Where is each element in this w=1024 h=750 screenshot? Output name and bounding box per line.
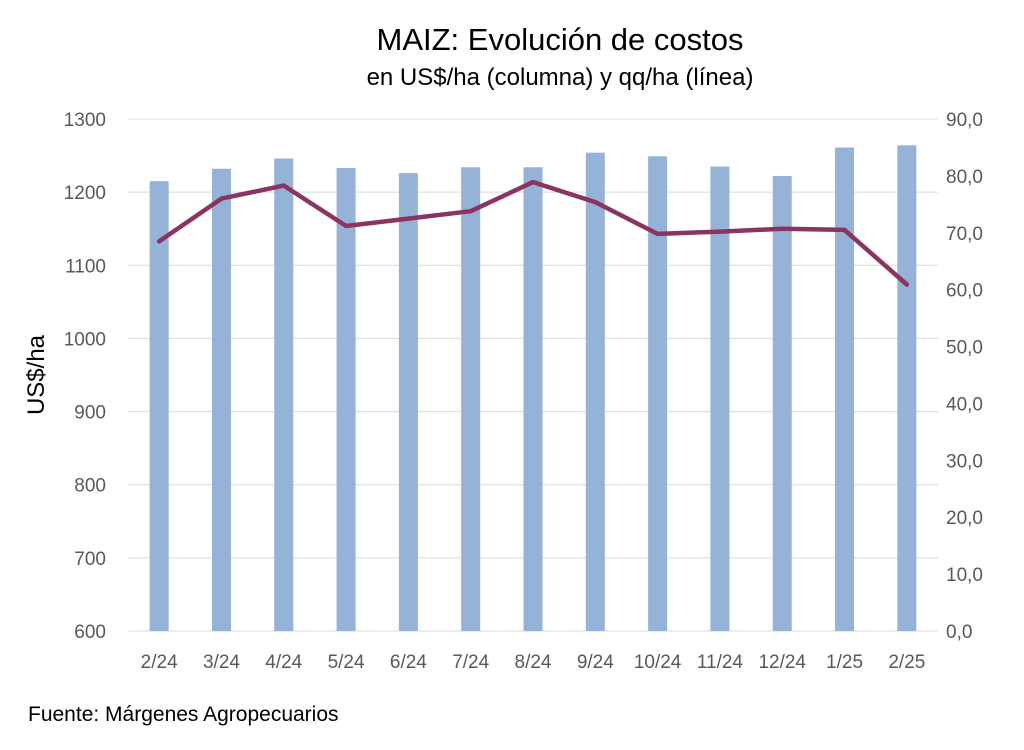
bar	[772, 176, 792, 631]
bar	[461, 167, 481, 631]
line-point	[530, 179, 536, 185]
bar	[835, 147, 855, 632]
x-tick-label: 1/25	[826, 652, 863, 673]
bar	[274, 158, 294, 632]
x-tick-label: 6/24	[390, 652, 427, 673]
line-point	[842, 227, 847, 233]
y2-tick-label: 40,0	[946, 394, 983, 415]
y-tick-label: 1000	[64, 329, 106, 350]
y2-tick-label: 0,0	[946, 622, 972, 643]
x-tick-label: 2/25	[888, 652, 925, 673]
y-tick-label: 800	[74, 476, 106, 497]
bar	[523, 167, 543, 631]
x-tick-label: 12/24	[758, 652, 806, 673]
chart-title: MAIZ: Evolución de costos	[376, 22, 744, 57]
y2-tick-label: 80,0	[946, 167, 983, 188]
y2-tick-label: 10,0	[946, 565, 983, 586]
line-point	[156, 239, 162, 244]
chart-plot: 600 700 800 900 1000 1100 1200 1300 0,0 10,0 20,0 3…	[23, 110, 983, 673]
y2-tick-label: 70,0	[946, 224, 983, 245]
y2-tick-label: 50,0	[946, 338, 983, 359]
source-note: Fuente: Márgenes Agropecuarios	[28, 703, 339, 726]
x-tick-label: 7/24	[452, 652, 489, 673]
y-tick-label: 700	[74, 549, 106, 570]
bar-series	[149, 145, 917, 632]
x-tick-label: 5/24	[328, 652, 365, 673]
x-tick-label: 4/24	[265, 652, 302, 673]
y2-tick-label: 30,0	[946, 451, 983, 472]
axis-labels: 600 700 800 900 1000 1100 1200 1300 0,0 10,0 20,0 3…	[64, 110, 983, 673]
bar	[648, 156, 668, 631]
y-tick-label: 600	[74, 622, 106, 643]
bar	[897, 145, 917, 631]
line-point	[468, 208, 473, 214]
bar	[710, 166, 730, 632]
line-point	[343, 223, 349, 229]
line-point	[406, 216, 411, 221]
y2-tick-label: 60,0	[946, 281, 983, 302]
x-tick-label: 3/24	[203, 652, 240, 673]
bar	[149, 181, 169, 631]
line-point	[281, 183, 286, 188]
line-point	[904, 282, 910, 287]
y-tick-label: 900	[74, 403, 106, 424]
x-tick-label: 10/24	[634, 652, 682, 673]
bar	[398, 173, 418, 631]
line-point	[717, 229, 723, 234]
x-tick-label: 9/24	[577, 652, 614, 673]
line-point	[780, 226, 785, 231]
bar	[585, 152, 605, 631]
line-point	[655, 231, 660, 237]
x-tick-label: 2/24	[141, 652, 178, 673]
chart-subtitle: en US$/ha (columna) y qq/ha (línea)	[366, 64, 754, 91]
x-tick-label: 11/24	[697, 652, 744, 673]
y2-tick-label: 90,0	[946, 110, 983, 131]
line-series	[156, 179, 910, 287]
bar	[336, 168, 356, 631]
bar	[211, 168, 231, 632]
x-tick-label: 8/24	[515, 652, 552, 673]
y-axis-title: US$/ha	[23, 334, 50, 415]
line-point	[593, 199, 598, 205]
y-tick-label: 1100	[65, 256, 106, 277]
y2-tick-label: 20,0	[946, 508, 983, 529]
line-point	[219, 196, 224, 201]
y-tick-label: 1300	[64, 110, 106, 131]
y-tick-label: 1200	[64, 183, 106, 204]
